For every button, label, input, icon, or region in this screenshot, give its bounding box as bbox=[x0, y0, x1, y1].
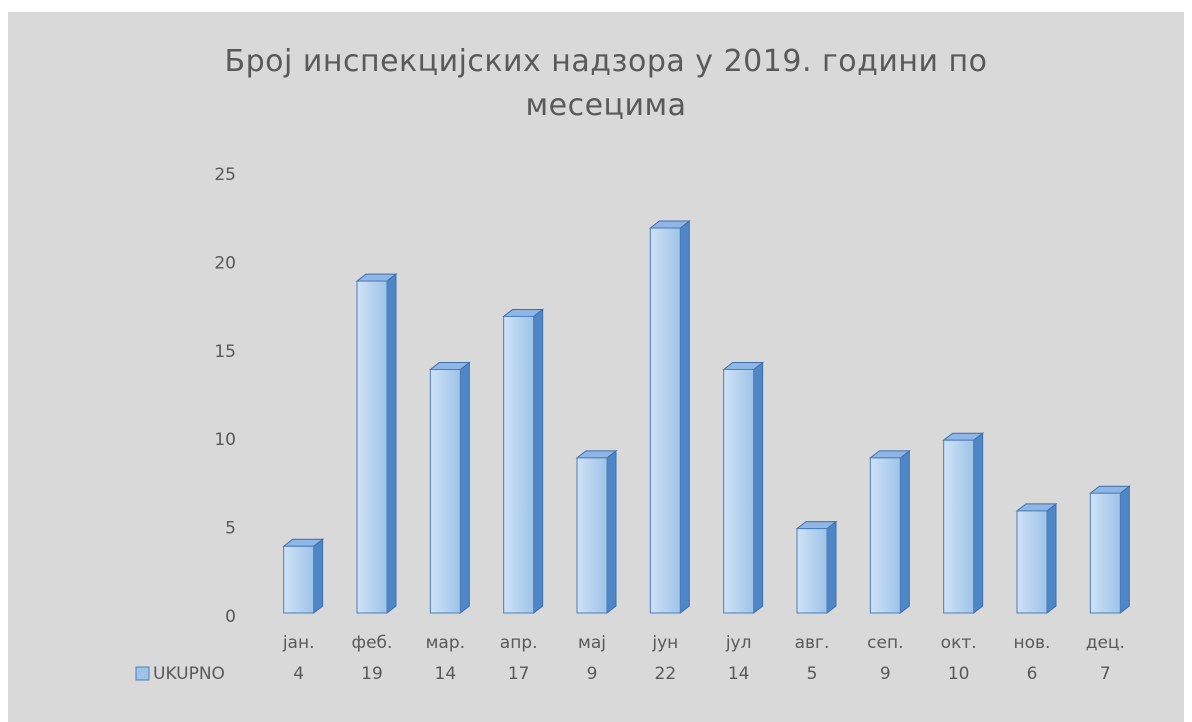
bar-side bbox=[386, 273, 397, 615]
x-tick-label: сеп. bbox=[867, 633, 903, 653]
x-tick-label: нов. bbox=[1014, 633, 1051, 653]
x-tick-label: јан. bbox=[282, 633, 315, 653]
bar bbox=[429, 368, 461, 614]
data-table-value: 9 bbox=[587, 664, 598, 684]
bar-side bbox=[533, 308, 544, 615]
bar-side bbox=[606, 449, 617, 615]
bar bbox=[869, 457, 901, 614]
y-tick-label: 15 bbox=[214, 342, 236, 362]
y-tick-label: 0 bbox=[225, 607, 236, 627]
data-table-value: 19 bbox=[361, 664, 383, 684]
data-table-value: 14 bbox=[728, 664, 750, 684]
bar-side bbox=[899, 449, 910, 615]
bar bbox=[503, 315, 535, 614]
bar-side bbox=[459, 361, 470, 615]
data-table-value: 4 bbox=[293, 664, 304, 684]
bar bbox=[1089, 492, 1121, 614]
bar bbox=[1016, 510, 1048, 614]
bar-side bbox=[826, 520, 837, 615]
y-tick-label: 25 bbox=[214, 165, 236, 185]
bar-side bbox=[1119, 485, 1130, 615]
bar-side bbox=[973, 432, 984, 615]
y-tick-label: 20 bbox=[214, 253, 236, 273]
y-tick-label: 5 bbox=[225, 519, 236, 539]
bar bbox=[283, 545, 315, 614]
bar bbox=[723, 368, 755, 614]
x-tick-label: апр. bbox=[500, 633, 538, 653]
bar-side bbox=[679, 220, 690, 615]
x-tick-label: окт. bbox=[941, 633, 977, 653]
data-table-value: 9 bbox=[880, 664, 891, 684]
y-tick-label: 10 bbox=[214, 430, 236, 450]
bar bbox=[649, 227, 681, 614]
x-tick-label: феб. bbox=[352, 633, 393, 653]
data-table-value: 5 bbox=[807, 664, 818, 684]
legend-swatch bbox=[135, 666, 150, 681]
chart-title: Број инспекцијских надзора у 2019. годин… bbox=[224, 44, 988, 123]
data-table-value: 22 bbox=[655, 664, 677, 684]
bar bbox=[356, 280, 388, 614]
bar-side bbox=[313, 538, 324, 615]
x-tick-label: јун bbox=[651, 633, 678, 653]
x-tick-label: авг. bbox=[795, 633, 830, 653]
data-table-value: 6 bbox=[1027, 664, 1038, 684]
x-tick-label: мар. bbox=[426, 633, 465, 653]
x-tick-label: дец. bbox=[1086, 633, 1125, 653]
x-tick-label: јул bbox=[725, 633, 752, 653]
bar bbox=[943, 439, 975, 614]
bar-side bbox=[1046, 502, 1057, 615]
data-table-value: 14 bbox=[435, 664, 457, 684]
legend-label: UKUPNO bbox=[153, 664, 225, 684]
bar bbox=[796, 528, 828, 614]
x-tick-label: мај bbox=[578, 633, 606, 653]
bar bbox=[576, 457, 608, 614]
data-table-value: 10 bbox=[948, 664, 970, 684]
data-table-value: 7 bbox=[1100, 664, 1111, 684]
bar-side bbox=[753, 361, 764, 615]
data-table-value: 17 bbox=[508, 664, 530, 684]
